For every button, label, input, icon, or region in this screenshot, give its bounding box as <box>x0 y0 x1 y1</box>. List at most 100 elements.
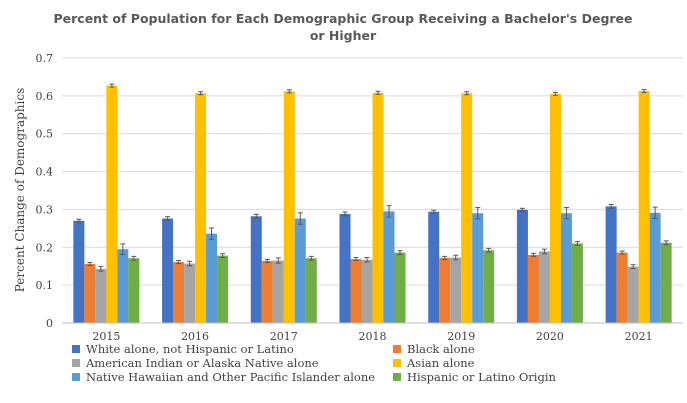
bar-2019-5 <box>472 213 484 323</box>
y-tick-label: 0.6 <box>36 90 54 103</box>
error-bar <box>209 227 215 240</box>
error-bar <box>198 91 204 96</box>
error-bar <box>663 240 669 246</box>
y-axis-label: Percent Change of Demographics <box>13 88 27 292</box>
legend-item: Black alone <box>393 342 475 356</box>
error-bar <box>364 257 370 263</box>
bar-2021-5 <box>649 212 661 323</box>
bar-2019-2 <box>439 257 451 323</box>
error-bar <box>76 218 82 223</box>
error-bar <box>541 248 547 255</box>
bar-2020-1 <box>516 209 528 323</box>
bar-2021-2 <box>616 252 628 323</box>
error-bar <box>641 88 647 93</box>
legend-label: Hispanic or Latino Origin <box>407 370 557 384</box>
bar-2018-3 <box>361 259 373 323</box>
bar-2018-5 <box>383 211 395 323</box>
error-bar <box>552 91 558 96</box>
bar-2015-2 <box>84 263 96 323</box>
x-tick-label: 2015 <box>92 330 120 343</box>
bar-2017-1 <box>250 216 262 323</box>
error-bar <box>375 90 381 95</box>
bar-2016-6 <box>217 255 229 323</box>
legend-label: American Indian or Alaska Native alone <box>85 356 319 370</box>
error-bar <box>619 250 625 255</box>
x-tick-label: 2020 <box>536 330 564 343</box>
x-tick-label: 2017 <box>270 330 298 343</box>
y-tick-label: 0.2 <box>36 241 54 254</box>
error-bar <box>574 241 580 246</box>
error-bar <box>120 243 126 255</box>
bar-2019-6 <box>483 250 495 323</box>
legend-item: Hispanic or Latino Origin <box>393 370 557 384</box>
error-bar <box>397 250 403 255</box>
error-bar <box>486 247 492 253</box>
legend-item: White alone, not Hispanic or Latino <box>72 342 294 356</box>
chart-title: Percent of Population for Each Demograph… <box>53 11 632 43</box>
bar-2019-3 <box>450 257 462 323</box>
legend-swatch <box>72 345 80 353</box>
x-tick-label: 2018 <box>359 330 387 343</box>
legend-swatch <box>393 359 401 367</box>
error-bar <box>431 209 437 214</box>
error-bar <box>386 205 392 218</box>
bar-2015-1 <box>73 220 85 323</box>
bar-2021-4 <box>638 90 650 323</box>
bar-2016-2 <box>173 262 185 323</box>
error-bar <box>519 207 525 212</box>
legend-label: Native Hawaiian and Other Pacific Island… <box>86 370 375 384</box>
bar-2018-6 <box>394 252 406 323</box>
bars <box>73 85 672 323</box>
error-bar <box>608 204 614 209</box>
error-bar <box>87 261 93 266</box>
bar-2020-6 <box>571 243 583 323</box>
y-tick-label: 0.4 <box>36 166 54 179</box>
bar-2020-2 <box>527 254 539 323</box>
error-bar <box>475 207 481 220</box>
bar-2015-5 <box>117 249 129 323</box>
error-bar <box>353 257 359 262</box>
bar-2015-4 <box>106 85 118 323</box>
y-axis-ticks: 0 0.1 0.2 0.3 0.4 0.5 0.6 0.7 <box>36 52 54 330</box>
bar-2016-3 <box>184 263 196 323</box>
error-bar <box>165 216 171 221</box>
error-bar <box>109 83 115 88</box>
bar-2017-5 <box>294 218 306 323</box>
legend-swatch <box>72 359 80 367</box>
error-bar <box>187 260 193 267</box>
legend-swatch <box>72 373 80 381</box>
x-axis-ticks: 2015 2016 2017 2018 2019 2020 2021 <box>92 330 652 343</box>
error-bar <box>342 211 348 217</box>
error-bar <box>652 206 658 220</box>
y-tick-label: 0.1 <box>36 279 54 292</box>
error-bar <box>464 91 470 96</box>
x-tick-label: 2021 <box>625 330 653 343</box>
bar-2019-4 <box>461 93 473 323</box>
error-bar <box>308 255 314 261</box>
chart-title-line-1: Percent of Population for Each Demograph… <box>53 11 632 26</box>
bar-2016-4 <box>195 93 207 323</box>
error-bar <box>286 89 292 94</box>
legend-label: Black alone <box>407 342 475 356</box>
error-bar <box>630 264 636 269</box>
bar-2021-3 <box>627 266 639 323</box>
y-tick-label: 0 <box>46 317 53 330</box>
error-bars <box>76 83 669 272</box>
error-bar <box>563 207 569 220</box>
legend-item: Asian alone <box>393 356 475 370</box>
error-bar <box>297 212 303 225</box>
legend-item: Native Hawaiian and Other Pacific Island… <box>72 370 375 384</box>
bar-2017-4 <box>283 91 295 323</box>
bar-2018-2 <box>350 259 362 323</box>
legend-item: American Indian or Alaska Native alone <box>72 356 319 370</box>
y-tick-label: 0.3 <box>36 203 54 216</box>
error-bar <box>176 260 182 265</box>
bar-2017-3 <box>272 260 284 323</box>
error-bar <box>275 257 281 264</box>
legend-label: White alone, not Hispanic or Latino <box>86 342 294 356</box>
bar-2018-1 <box>339 213 351 323</box>
error-bar <box>442 255 448 260</box>
y-tick-label: 0.5 <box>36 128 54 141</box>
bar-2017-6 <box>305 258 317 323</box>
